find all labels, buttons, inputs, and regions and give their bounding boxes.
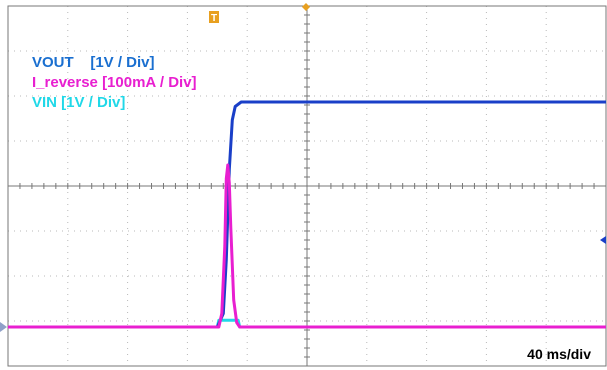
trigger-marker-label: T [211, 13, 217, 24]
timebase-label: 40 ms/div [527, 346, 591, 362]
ground-marker-icon [0, 322, 7, 332]
trace-i-reverse [8, 163, 606, 329]
legend-vin: VIN [1V / Div] [32, 94, 126, 111]
scope-traces [8, 100, 606, 329]
trigger-position-icon [302, 3, 310, 11]
trigger-level-icon [600, 236, 606, 244]
legend-vout: VOUT [1V / Div] [32, 54, 155, 71]
legend-i-reverse: I_reverse [100mA / Div] [32, 74, 197, 91]
scope-markers: T [0, 3, 606, 332]
trigger-marker-icon [209, 11, 219, 23]
scope-grid [7, 5, 607, 367]
